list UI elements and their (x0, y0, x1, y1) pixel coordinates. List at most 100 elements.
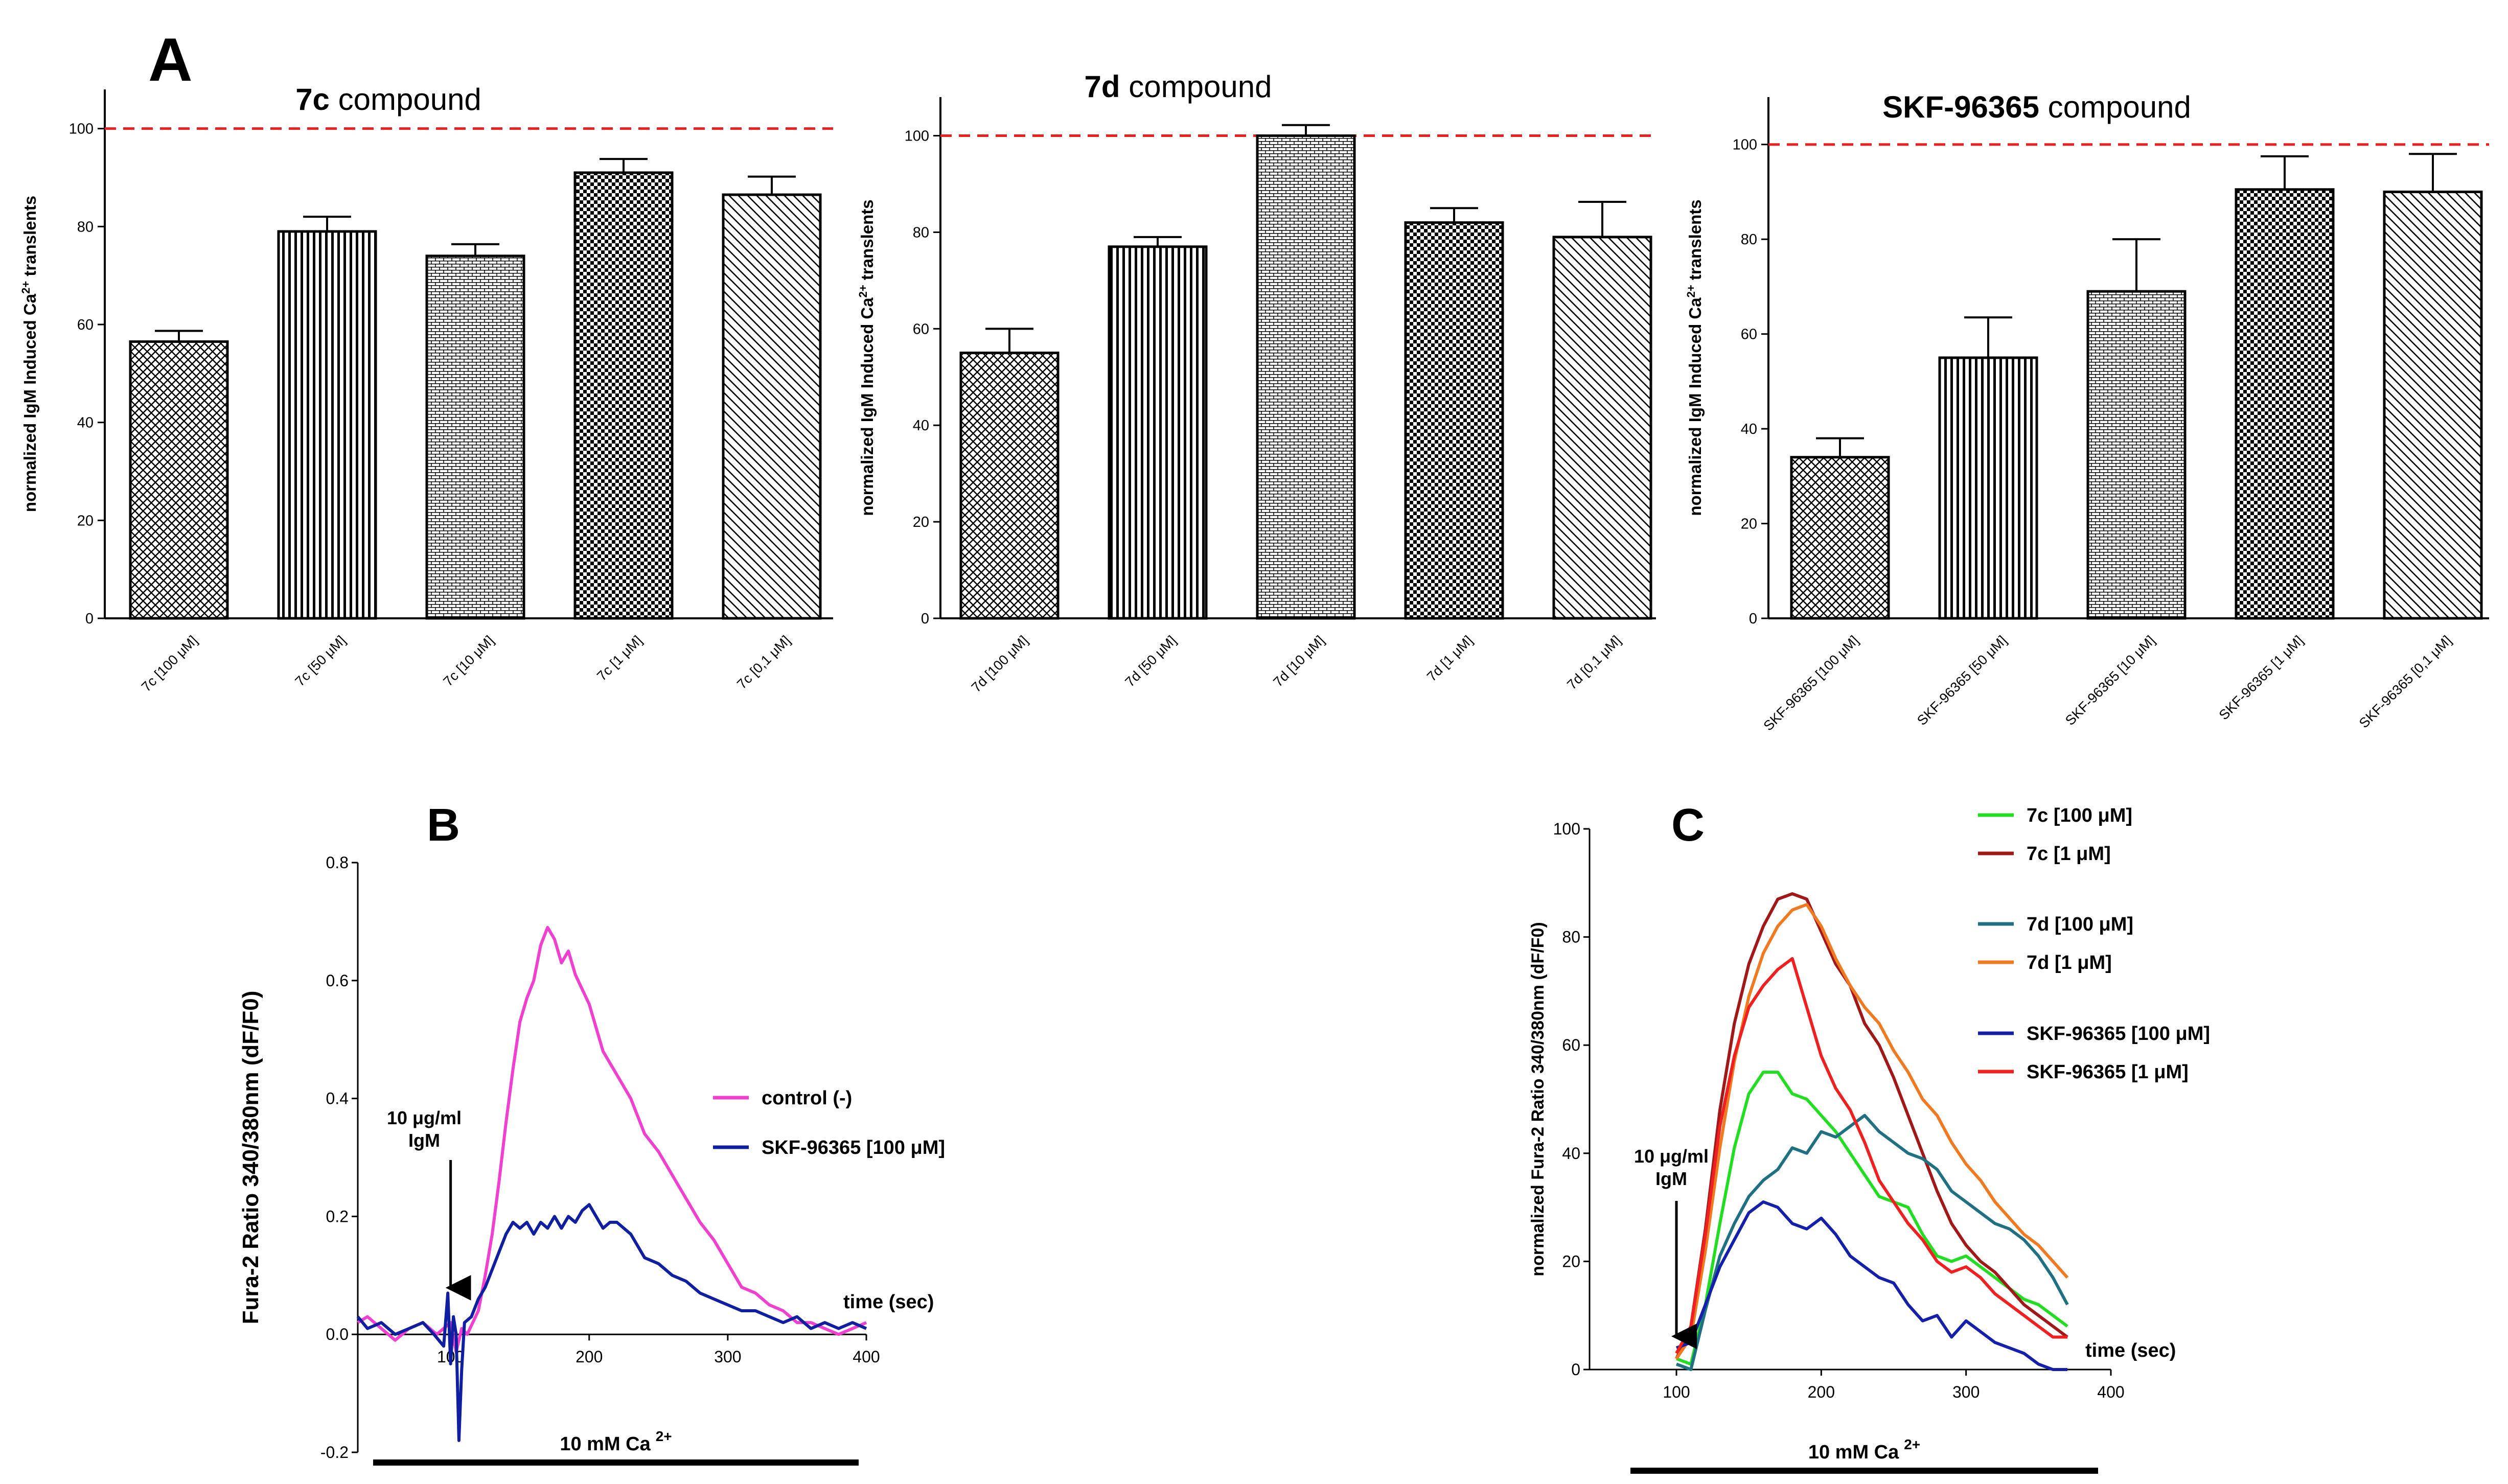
x-category-label: SKF-96365 [1 μM] (2216, 633, 2307, 723)
y-tick-label: 0 (85, 611, 94, 627)
legend-label: 7d [100 μM] (2027, 914, 2133, 935)
x-tick-label: 400 (853, 1348, 880, 1366)
y-axis-label: Fura-2 Ratio 340/380nm (dF/F0) (238, 991, 263, 1325)
bar-7d-50-m (1108, 245, 1208, 620)
y-tick-label: 0.4 (326, 1089, 349, 1108)
series-line-7d-1-m (1675, 903, 2069, 1360)
legend-label: 7c [100 μM] (2027, 805, 2132, 826)
y-axis-label: normalized IgM Induced Ca2+ translents (857, 199, 877, 516)
x-axis-label: time (sec) (2085, 1340, 2176, 1361)
y-tick-label: 60 (77, 317, 94, 333)
bar-chart-7d: 0 20 40 60 80 100 7d [100 μM] 7d [50 μM] 7d [10 … (857, 69, 1656, 695)
bar-7d-0-1-m (1552, 236, 1652, 620)
y-tick-label: 0 (1749, 611, 1757, 627)
x-category-label: 7d [1 μM] (1424, 633, 1476, 684)
bar-7d-1-m (1404, 221, 1504, 620)
bar-7c-50-m (277, 230, 377, 620)
y-tick-label: 80 (913, 224, 929, 241)
chart-title: SKF-96365 compound (1882, 90, 2191, 124)
bar-7d-100-m (959, 352, 1060, 620)
chart-title: 7d compound (1085, 69, 1272, 104)
bar-7c-100-m (129, 340, 229, 620)
legend-label: 7d [1 μM] (2027, 952, 2112, 973)
y-tick-label: 40 (1741, 421, 1757, 437)
line-chart-panel-c: 0 20 40 60 80 100 100 200 300 400 normalized Fura-… (1528, 805, 2210, 1474)
annotation-igm: IgM (408, 1130, 440, 1151)
chart-title: 7c compound (295, 82, 481, 117)
y-axis-label: normalized IgM Induced Ca2+ translents (1685, 199, 1705, 516)
y-axis-label: normalized IgM Induced Ca2+ translents (19, 196, 39, 512)
y-tick-label: 100 (1553, 820, 1580, 838)
y-tick-label: 60 (1741, 327, 1757, 343)
y-tick-label: 80 (1562, 928, 1580, 946)
y-tick-label: 0.2 (326, 1207, 349, 1225)
x-category-label: SKF-96365 [0,1 μM] (2356, 633, 2454, 731)
x-category-label: 7c [0,1 μM] (734, 633, 793, 692)
bar-skf-96365-0-1-m (2383, 190, 2483, 620)
y-tick-label: 0.6 (326, 971, 349, 990)
x-tick-label: 400 (2097, 1383, 2124, 1401)
y-tick-label: 0 (921, 611, 929, 627)
bar-skf-96365-100-m (1790, 456, 1890, 620)
x-category-label: 7d [0,1 μM] (1564, 633, 1624, 692)
x-tick-label: 300 (1952, 1383, 1980, 1401)
series-line-skf-96365-1-m (1675, 957, 2067, 1354)
y-tick-label: 100 (905, 128, 929, 145)
legend-label: SKF-96365 [100 μM] (762, 1137, 945, 1158)
y-tick-label: 60 (1562, 1036, 1580, 1054)
x-tick-label: 200 (576, 1348, 603, 1366)
y-tick-label: 60 (913, 321, 929, 337)
legend-label: SKF-96365 [100 μM] (2027, 1023, 2210, 1045)
y-tick-label: 0.8 (326, 853, 349, 872)
bar-chart-skf-96365: 0 20 40 60 80 100 SKF-96365 [100 μM] SKF-96365 … (1685, 90, 2489, 734)
calcium-bar-label: 10 mM Ca 2+ (1808, 1436, 1920, 1463)
y-tick-label: 40 (913, 418, 929, 434)
x-category-label: 7c [50 μM] (292, 633, 349, 689)
y-axis-label: normalized Fura-2 Ratio 340/380nm (dF/F0… (1528, 922, 1548, 1276)
series-line-7c-100-m (1675, 1071, 2068, 1366)
y-tick-label: 0.0 (326, 1325, 349, 1343)
x-category-label: 7c [100 μM] (139, 633, 200, 694)
series-line-skf-96365-100-m (1675, 1200, 2067, 1371)
series-line-control (357, 925, 867, 1354)
series-line-7c-1-m (1675, 892, 2068, 1360)
bar-7d-10-m (1256, 134, 1356, 620)
y-tick-label: 80 (77, 219, 94, 235)
panel-label-c: C (1671, 800, 1705, 851)
legend-label: SKF-96365 [1 μM] (2027, 1061, 2189, 1083)
y-tick-label: 80 (1741, 231, 1757, 248)
y-tick-label: 20 (1562, 1252, 1580, 1270)
x-category-label: 7d [10 μM] (1270, 633, 1327, 690)
bar-skf-96365-10-m (2086, 290, 2187, 620)
legend-label: 7c [1 μM] (2027, 843, 2111, 865)
y-tick-label: 40 (77, 415, 94, 431)
y-tick-label: 20 (77, 513, 94, 529)
bar-7c-10-m (425, 254, 525, 620)
bar-skf-96365-50-m (1938, 356, 2038, 620)
y-tick-label: 20 (913, 514, 929, 530)
bar-7c-1-m (573, 171, 674, 620)
x-category-label: 7d [50 μM] (1122, 633, 1179, 690)
y-tick-label: 40 (1562, 1144, 1580, 1163)
series-line-7d-100-m (1675, 1114, 2069, 1371)
x-category-label: SKF-96365 [10 μM] (2062, 633, 2158, 728)
bar-skf-96365-1-m (2235, 188, 2335, 620)
y-tick-label: 100 (69, 121, 94, 137)
x-tick-label: 200 (1808, 1383, 1835, 1401)
x-category-label: 7c [1 μM] (594, 633, 645, 684)
series-line-skf-96365-100-m (356, 1203, 867, 1442)
x-category-label: SKF-96365 [100 μM] (1760, 633, 1861, 734)
calcium-bar-label: 10 mM Ca 2+ (560, 1428, 672, 1455)
x-tick-label: 300 (714, 1348, 741, 1366)
panel-label-a: A (148, 26, 193, 94)
x-category-label: 7d [100 μM] (969, 633, 1031, 695)
y-tick-label: 0 (1571, 1360, 1580, 1379)
y-tick-label: -0.2 (320, 1443, 349, 1462)
panel-label-b: B (427, 800, 460, 851)
bar-chart-7c: 0 20 40 60 80 100 7c [100 μM] 7c [50 μM] 7c [10 … (19, 82, 833, 694)
annotation-igm: IgM (1655, 1168, 1687, 1189)
y-tick-label: 100 (1733, 137, 1757, 153)
y-tick-label: 20 (1741, 516, 1757, 532)
